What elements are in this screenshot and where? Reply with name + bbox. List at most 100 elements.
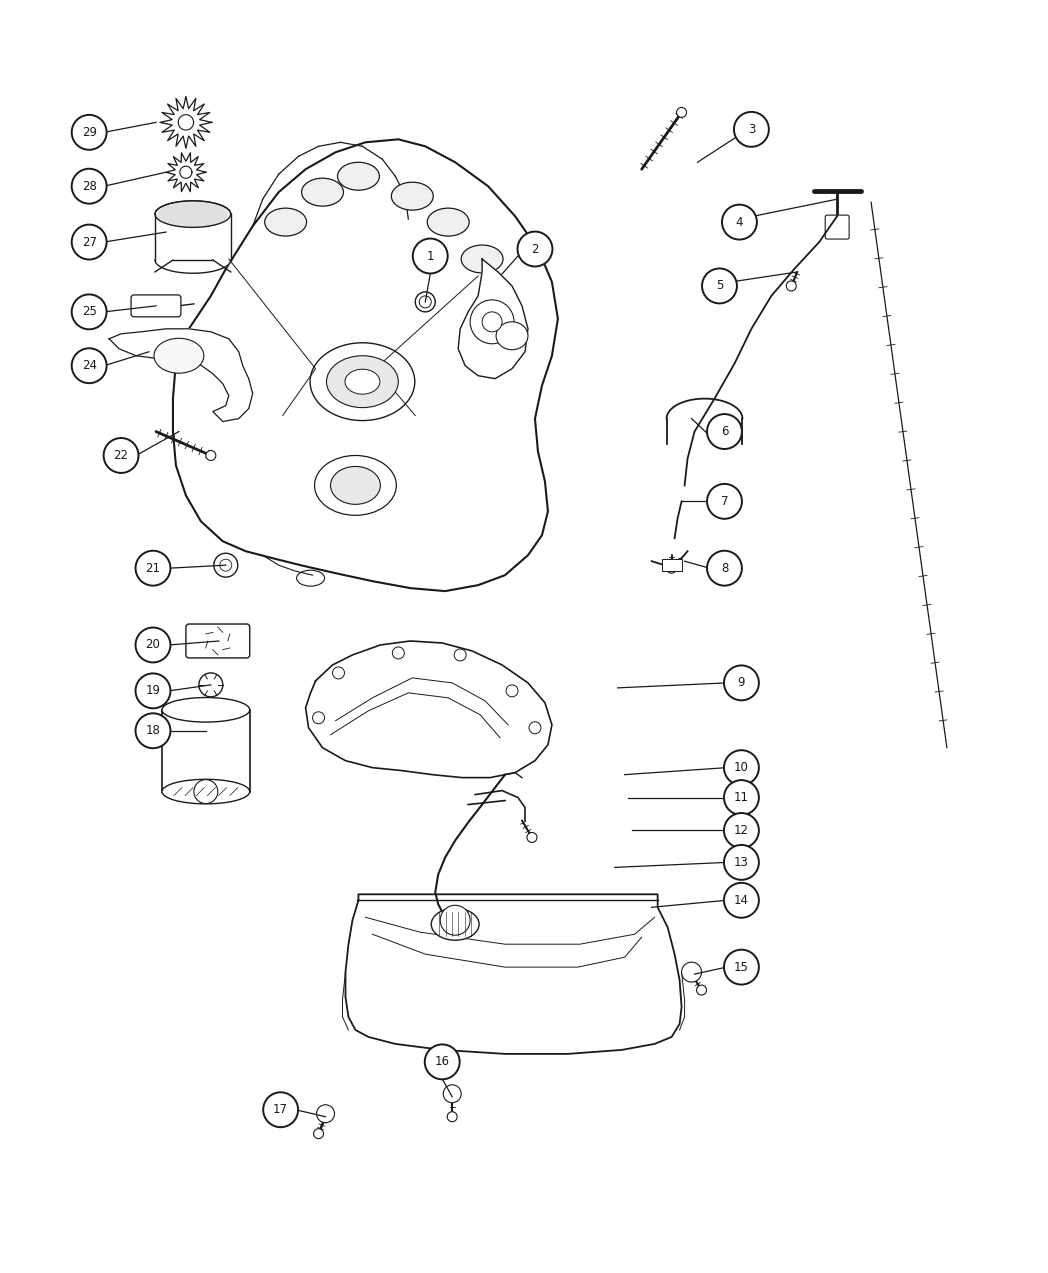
Polygon shape	[178, 115, 194, 130]
Circle shape	[313, 1129, 324, 1138]
Circle shape	[681, 962, 701, 981]
Ellipse shape	[265, 209, 307, 236]
Polygon shape	[346, 895, 681, 1054]
Circle shape	[316, 1105, 334, 1123]
Circle shape	[724, 780, 759, 815]
Circle shape	[447, 1111, 457, 1122]
Circle shape	[724, 883, 759, 918]
Circle shape	[424, 1044, 460, 1080]
Text: 22: 22	[113, 449, 129, 462]
Circle shape	[722, 205, 757, 239]
Circle shape	[667, 563, 677, 573]
Ellipse shape	[162, 698, 249, 722]
Text: 19: 19	[146, 685, 160, 698]
Circle shape	[263, 1092, 298, 1127]
Circle shape	[724, 845, 759, 880]
Polygon shape	[306, 642, 552, 778]
Ellipse shape	[337, 162, 379, 190]
Circle shape	[734, 112, 769, 146]
Circle shape	[413, 238, 447, 274]
Circle shape	[71, 115, 107, 150]
Polygon shape	[166, 153, 205, 192]
Ellipse shape	[496, 322, 528, 350]
Text: 1: 1	[427, 250, 434, 262]
Ellipse shape	[431, 908, 479, 941]
Bar	[162, 710, 249, 792]
Polygon shape	[158, 202, 227, 227]
Circle shape	[135, 551, 171, 586]
Polygon shape	[458, 258, 528, 378]
FancyBboxPatch shape	[825, 215, 849, 239]
Text: 15: 15	[734, 961, 749, 974]
Circle shape	[786, 281, 796, 292]
Circle shape	[518, 232, 552, 266]
FancyBboxPatch shape	[185, 624, 249, 658]
Circle shape	[419, 295, 431, 308]
Circle shape	[71, 169, 107, 204]
Circle shape	[724, 813, 759, 848]
Circle shape	[135, 673, 171, 708]
Text: 4: 4	[736, 215, 743, 229]
Text: 16: 16	[435, 1055, 450, 1068]
Polygon shape	[160, 97, 212, 148]
Polygon shape	[109, 328, 253, 421]
Circle shape	[724, 950, 759, 984]
Circle shape	[312, 712, 325, 724]
Text: 10: 10	[734, 761, 749, 774]
Circle shape	[527, 833, 537, 843]
Ellipse shape	[314, 456, 396, 516]
Polygon shape	[173, 139, 558, 591]
Ellipse shape	[327, 355, 398, 407]
Ellipse shape	[428, 209, 470, 236]
Circle shape	[194, 779, 218, 803]
Ellipse shape	[154, 339, 204, 373]
Circle shape	[135, 628, 171, 662]
Circle shape	[214, 554, 238, 577]
Circle shape	[707, 414, 742, 449]
Circle shape	[707, 551, 742, 586]
Circle shape	[71, 224, 107, 260]
Text: 9: 9	[738, 676, 745, 690]
Circle shape	[71, 294, 107, 330]
Text: 7: 7	[721, 495, 728, 508]
Circle shape	[506, 685, 518, 696]
Ellipse shape	[302, 178, 344, 206]
Circle shape	[332, 667, 345, 679]
Text: 17: 17	[274, 1104, 288, 1116]
Circle shape	[454, 649, 466, 661]
Text: 29: 29	[82, 126, 96, 139]
Circle shape	[443, 1085, 461, 1102]
Circle shape	[482, 312, 502, 332]
Ellipse shape	[162, 779, 249, 803]
Ellipse shape	[310, 342, 415, 420]
Text: 27: 27	[82, 236, 96, 248]
Circle shape	[724, 750, 759, 785]
Text: 24: 24	[82, 359, 96, 372]
Text: 14: 14	[734, 894, 749, 906]
Circle shape	[724, 666, 759, 700]
Circle shape	[471, 300, 514, 344]
Polygon shape	[155, 201, 231, 274]
Text: 28: 28	[82, 179, 96, 192]
Text: 12: 12	[734, 824, 749, 836]
Text: 8: 8	[721, 561, 728, 574]
Circle shape	[205, 451, 216, 461]
Ellipse shape	[330, 466, 380, 504]
Text: 18: 18	[146, 724, 160, 737]
Circle shape	[529, 722, 541, 733]
Polygon shape	[180, 167, 192, 178]
Text: 21: 21	[146, 561, 160, 574]
Circle shape	[697, 985, 706, 995]
Circle shape	[71, 349, 107, 383]
Circle shape	[199, 673, 223, 696]
Text: 6: 6	[721, 425, 728, 438]
Ellipse shape	[461, 244, 503, 272]
FancyBboxPatch shape	[661, 559, 681, 572]
Text: 2: 2	[531, 243, 539, 256]
Polygon shape	[162, 710, 249, 792]
Text: 25: 25	[82, 306, 96, 318]
Ellipse shape	[391, 182, 433, 210]
Text: 11: 11	[734, 791, 749, 805]
Circle shape	[440, 905, 471, 936]
Text: 3: 3	[747, 123, 755, 136]
